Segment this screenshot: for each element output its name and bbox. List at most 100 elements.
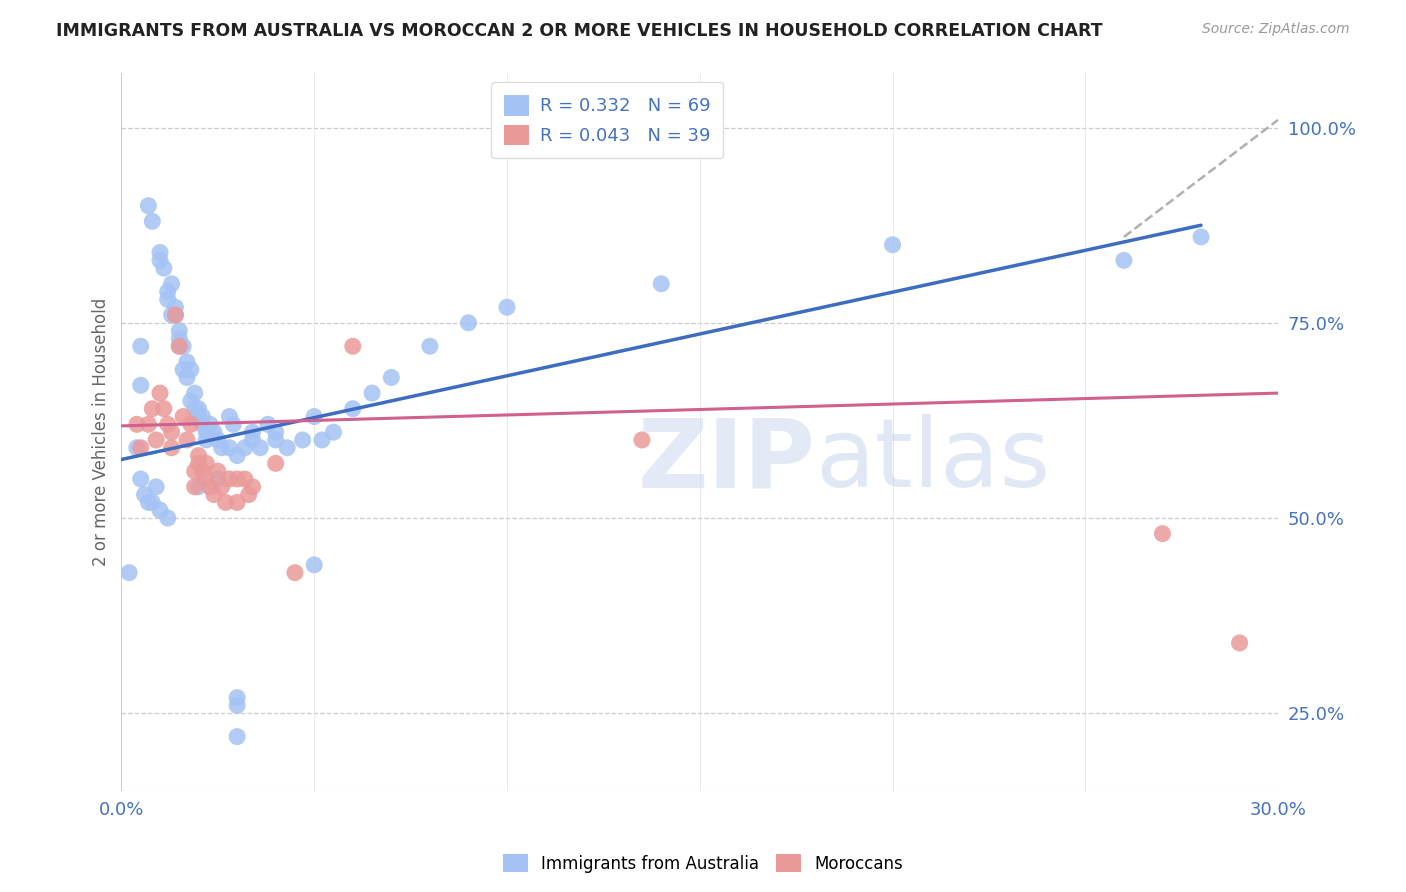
- Point: [125, 441, 148, 455]
- Point: [214, 495, 236, 509]
- Point: [145, 480, 167, 494]
- Text: atlas: atlas: [815, 415, 1050, 508]
- Point: [202, 425, 225, 439]
- Point: [138, 417, 160, 432]
- Point: [419, 339, 441, 353]
- Point: [242, 480, 264, 494]
- Point: [187, 480, 209, 494]
- Point: [264, 456, 287, 470]
- Point: [211, 480, 233, 494]
- Point: [226, 472, 249, 486]
- Point: [129, 339, 152, 353]
- Point: [242, 425, 264, 439]
- Point: [1189, 230, 1212, 244]
- Point: [156, 511, 179, 525]
- Point: [180, 362, 202, 376]
- Point: [118, 566, 141, 580]
- Point: [183, 401, 205, 416]
- Point: [233, 441, 256, 455]
- Point: [187, 456, 209, 470]
- Point: [291, 433, 314, 447]
- Point: [882, 237, 904, 252]
- Point: [342, 339, 364, 353]
- Point: [156, 293, 179, 307]
- Point: [153, 261, 176, 276]
- Point: [650, 277, 672, 291]
- Point: [165, 308, 187, 322]
- Point: [183, 464, 205, 478]
- Point: [172, 409, 194, 424]
- Point: [160, 277, 183, 291]
- Legend: Immigrants from Australia, Moroccans: Immigrants from Australia, Moroccans: [496, 847, 910, 880]
- Point: [284, 566, 307, 580]
- Point: [160, 425, 183, 439]
- Point: [191, 417, 214, 432]
- Point: [276, 441, 298, 455]
- Point: [187, 449, 209, 463]
- Point: [198, 417, 221, 432]
- Point: [226, 449, 249, 463]
- Point: [187, 409, 209, 424]
- Point: [198, 480, 221, 494]
- Point: [160, 308, 183, 322]
- Point: [129, 378, 152, 392]
- Point: [160, 441, 183, 455]
- Point: [180, 417, 202, 432]
- Point: [1112, 253, 1135, 268]
- Point: [149, 253, 172, 268]
- Point: [125, 417, 148, 432]
- Point: [156, 417, 179, 432]
- Point: [169, 324, 191, 338]
- Legend: R = 0.332   N = 69, R = 0.043   N = 39: R = 0.332 N = 69, R = 0.043 N = 39: [491, 82, 723, 158]
- Point: [264, 433, 287, 447]
- Point: [183, 386, 205, 401]
- Point: [457, 316, 479, 330]
- Point: [1229, 636, 1251, 650]
- Point: [134, 487, 156, 501]
- Point: [226, 730, 249, 744]
- Point: [176, 355, 198, 369]
- Point: [257, 417, 280, 432]
- Point: [302, 558, 325, 572]
- Point: [138, 199, 160, 213]
- Point: [191, 464, 214, 478]
- Point: [218, 409, 240, 424]
- Point: [153, 401, 176, 416]
- Point: [207, 433, 229, 447]
- Point: [145, 433, 167, 447]
- Point: [176, 370, 198, 384]
- Point: [631, 433, 654, 447]
- Point: [207, 472, 229, 486]
- Point: [141, 495, 163, 509]
- Point: [342, 401, 364, 416]
- Point: [149, 386, 172, 401]
- Point: [233, 472, 256, 486]
- Point: [169, 331, 191, 345]
- Point: [218, 441, 240, 455]
- Point: [176, 433, 198, 447]
- Point: [169, 339, 191, 353]
- Point: [129, 441, 152, 455]
- Point: [1152, 526, 1174, 541]
- Point: [226, 495, 249, 509]
- Y-axis label: 2 or more Vehicles in Household: 2 or more Vehicles in Household: [93, 298, 110, 566]
- Point: [169, 339, 191, 353]
- Point: [211, 441, 233, 455]
- Point: [218, 472, 240, 486]
- Point: [238, 487, 260, 501]
- Point: [165, 300, 187, 314]
- Point: [149, 245, 172, 260]
- Text: Source: ZipAtlas.com: Source: ZipAtlas.com: [1202, 22, 1350, 37]
- Point: [195, 472, 218, 486]
- Point: [302, 409, 325, 424]
- Point: [249, 441, 271, 455]
- Point: [180, 393, 202, 408]
- Point: [195, 456, 218, 470]
- Point: [311, 433, 333, 447]
- Point: [172, 339, 194, 353]
- Point: [264, 425, 287, 439]
- Point: [141, 214, 163, 228]
- Point: [195, 433, 218, 447]
- Point: [156, 285, 179, 299]
- Point: [496, 300, 519, 314]
